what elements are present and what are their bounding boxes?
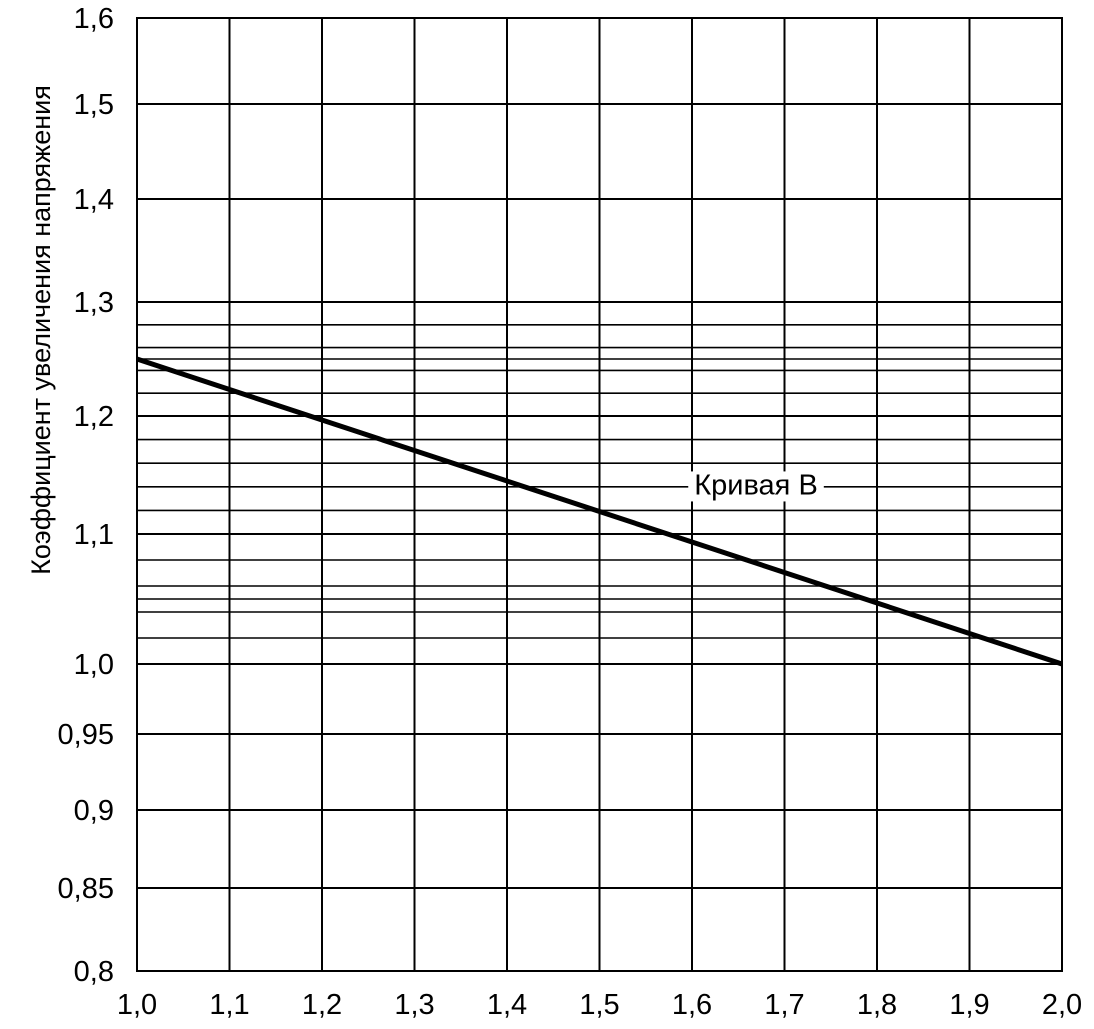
series-line-0: [136, 356, 1063, 667]
x-tick-label-2: 1,2: [302, 989, 342, 1021]
x-tick-label-4: 1,4: [487, 989, 527, 1021]
y-tick-label-9: 1,5: [74, 89, 114, 121]
x-tick-label-1: 1,1: [209, 989, 249, 1021]
x-tick-label-8: 1,8: [857, 989, 897, 1021]
y-tick-label-3: 0,95: [58, 719, 114, 751]
x-tick-label-0: 1,0: [117, 989, 157, 1021]
y-tick-label-4: 1,0: [74, 649, 114, 681]
annotation: Кривая B: [688, 469, 824, 502]
grid: [136, 17, 1063, 972]
y-tick-labels: 0,8 0,85 0,9 0,95 1,0 1,1 1,2 1,3 1,4 1,5 1,6: [58, 3, 114, 988]
x-tick-label-5: 1,5: [579, 989, 619, 1021]
x-tick-label-9: 1,9: [949, 989, 989, 1021]
y-tick-label-6: 1,2: [74, 401, 114, 433]
x-tick-label-3: 1,3: [394, 989, 434, 1021]
y-tick-label-0: 0,8: [74, 956, 114, 988]
x-tick-labels: 1,0 1,1 1,2 1,3 1,4 1,5 1,6 1,7 1,8 1,9 2,0: [117, 989, 1082, 1021]
series-layer: [136, 356, 1063, 667]
y-tick-label-1: 0,85: [58, 873, 114, 905]
x-tick-label-10: 2,0: [1042, 989, 1082, 1021]
annotation-label: Кривая B: [694, 469, 818, 501]
y-tick-label-7: 1,3: [74, 287, 114, 319]
x-tick-label-7: 1,7: [764, 989, 804, 1021]
x-tick-label-6: 1,6: [672, 989, 712, 1021]
y-tick-label-2: 0,9: [74, 795, 114, 827]
y-axis-label: Коэффициент увеличения напряжения: [26, 85, 56, 575]
y-tick-label-8: 1,4: [74, 184, 114, 216]
y-tick-label-10: 1,6: [74, 3, 114, 35]
y-tick-label-5: 1,1: [74, 519, 114, 551]
annotation-background: [688, 471, 824, 502]
plot-frame: [136, 17, 1063, 972]
